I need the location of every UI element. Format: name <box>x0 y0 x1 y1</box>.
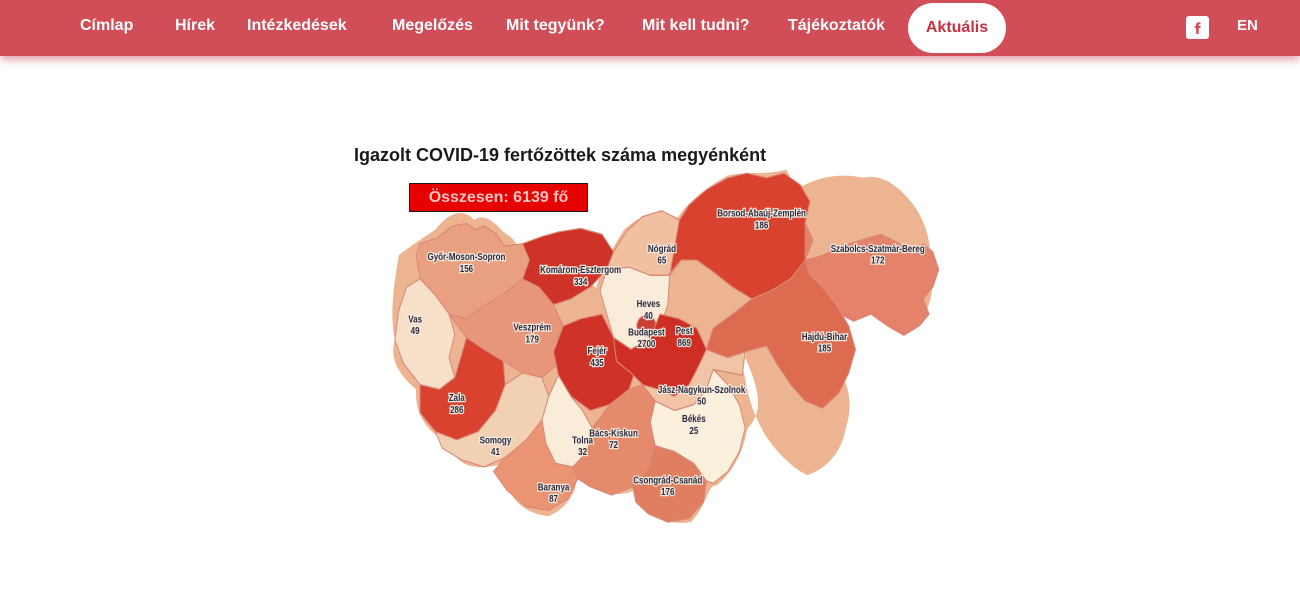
svg-text:172: 172 <box>871 255 884 266</box>
svg-text:Komárom-Esztergom: Komárom-Esztergom <box>540 264 621 275</box>
svg-text:Győr-Moson-Sopron: Győr-Moson-Sopron <box>427 251 505 262</box>
svg-text:Hajdú-Bihar: Hajdú-Bihar <box>802 331 848 342</box>
svg-text:176: 176 <box>661 486 674 497</box>
svg-text:Veszprém: Veszprém <box>514 322 552 333</box>
svg-text:156: 156 <box>460 263 473 274</box>
svg-text:Pest: Pest <box>676 325 693 336</box>
svg-text:Vas: Vas <box>408 314 422 325</box>
svg-text:2700: 2700 <box>638 338 656 349</box>
svg-text:25: 25 <box>689 425 698 436</box>
svg-text:185: 185 <box>818 343 831 354</box>
svg-text:Békés: Békés <box>682 414 706 425</box>
svg-text:Jász-Nagykun-Szolnok: Jász-Nagykun-Szolnok <box>658 384 745 395</box>
svg-text:87: 87 <box>549 493 558 504</box>
svg-text:Budapest: Budapest <box>628 327 665 338</box>
svg-text:Szabolcs-Szatmár-Bereg: Szabolcs-Szatmár-Bereg <box>831 243 925 254</box>
svg-text:435: 435 <box>590 357 603 368</box>
svg-text:40: 40 <box>644 310 653 321</box>
svg-text:286: 286 <box>450 404 463 415</box>
svg-text:65: 65 <box>657 255 666 266</box>
svg-text:72: 72 <box>609 439 618 450</box>
svg-text:Heves: Heves <box>637 298 661 309</box>
svg-text:Borsod-Abaúj-Zemplén: Borsod-Abaúj-Zemplén <box>717 208 806 219</box>
svg-text:Nógrád: Nógrád <box>648 243 676 254</box>
svg-text:Baranya: Baranya <box>538 482 571 493</box>
svg-text:49: 49 <box>411 325 420 336</box>
svg-text:186: 186 <box>755 220 768 231</box>
svg-text:Somogy: Somogy <box>480 435 512 446</box>
svg-text:Zala: Zala <box>449 392 466 403</box>
svg-text:50: 50 <box>697 396 706 407</box>
svg-text:869: 869 <box>677 337 690 348</box>
svg-text:Csongrád-Csanád: Csongrád-Csanád <box>633 475 702 486</box>
svg-text:Fejér: Fejér <box>588 345 608 356</box>
svg-text:334: 334 <box>574 276 587 287</box>
svg-text:32: 32 <box>578 446 587 457</box>
svg-text:41: 41 <box>491 446 500 457</box>
svg-text:179: 179 <box>526 334 539 345</box>
svg-text:Bács-Kiskun: Bács-Kiskun <box>589 428 638 439</box>
